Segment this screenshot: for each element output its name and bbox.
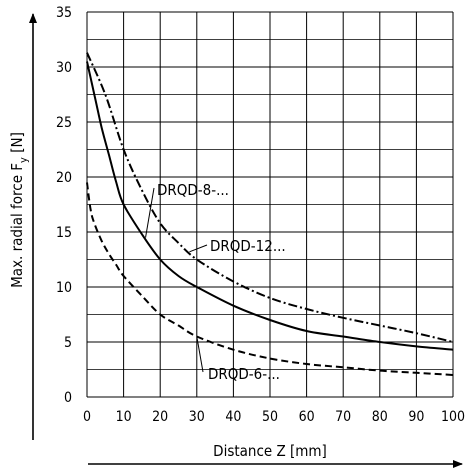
x-tick-labels: 0 10 20 30 40 50 60 70 80 90 100 <box>83 409 465 425</box>
x-axis-title: Distance Z [mm] <box>213 442 327 460</box>
x-tick-label: 10 <box>116 409 132 425</box>
x-tick-label: 20 <box>152 409 168 425</box>
x-tick-label: 60 <box>299 409 315 425</box>
y-tick-label: 0 <box>64 390 72 406</box>
y-tick-label: 15 <box>56 225 72 241</box>
x-tick-label: 0 <box>83 409 91 425</box>
x-tick-label: 30 <box>189 409 205 425</box>
y-tick-label: 35 <box>56 5 72 21</box>
y-axis-title-unit: [N] <box>8 132 26 157</box>
x-tick-label: 90 <box>408 409 424 425</box>
x-tick-label: 40 <box>225 409 241 425</box>
y-tick-label: 10 <box>56 280 72 296</box>
leader-line <box>189 244 208 253</box>
leader-line <box>145 187 155 238</box>
y-tick-label: 30 <box>56 60 72 76</box>
grid <box>86 11 454 398</box>
x-tick-label: 70 <box>335 409 351 425</box>
leader-line <box>196 336 204 373</box>
x-tick-label: 50 <box>262 409 278 425</box>
series-lines <box>86 52 454 376</box>
y-tick-label: 5 <box>64 335 72 351</box>
series-label: DRQD-12... <box>210 237 286 255</box>
y-axis-title-subscript: y <box>17 157 30 163</box>
series-label: DRQD-6-... <box>208 365 280 383</box>
series-label: DRQD-8-... <box>157 181 229 199</box>
y-axis-title: Max. radial force Fy [N] <box>8 132 30 288</box>
x-tick-label: 80 <box>372 409 388 425</box>
series-line-0 <box>86 61 454 351</box>
label-leader-lines <box>145 187 208 373</box>
series-line-1 <box>86 52 454 343</box>
series-line-2 <box>86 182 454 376</box>
y-axis-title-main: Max. radial force F <box>8 163 26 288</box>
x-tick-label: 100 <box>441 409 465 425</box>
y-tick-labels: 0 5 10 15 20 25 30 35 <box>56 5 72 406</box>
y-tick-label: 20 <box>56 170 72 186</box>
series-labels: DRQD-8-... DRQD-12... DRQD-6-... <box>157 181 286 383</box>
y-tick-label: 25 <box>56 115 72 131</box>
